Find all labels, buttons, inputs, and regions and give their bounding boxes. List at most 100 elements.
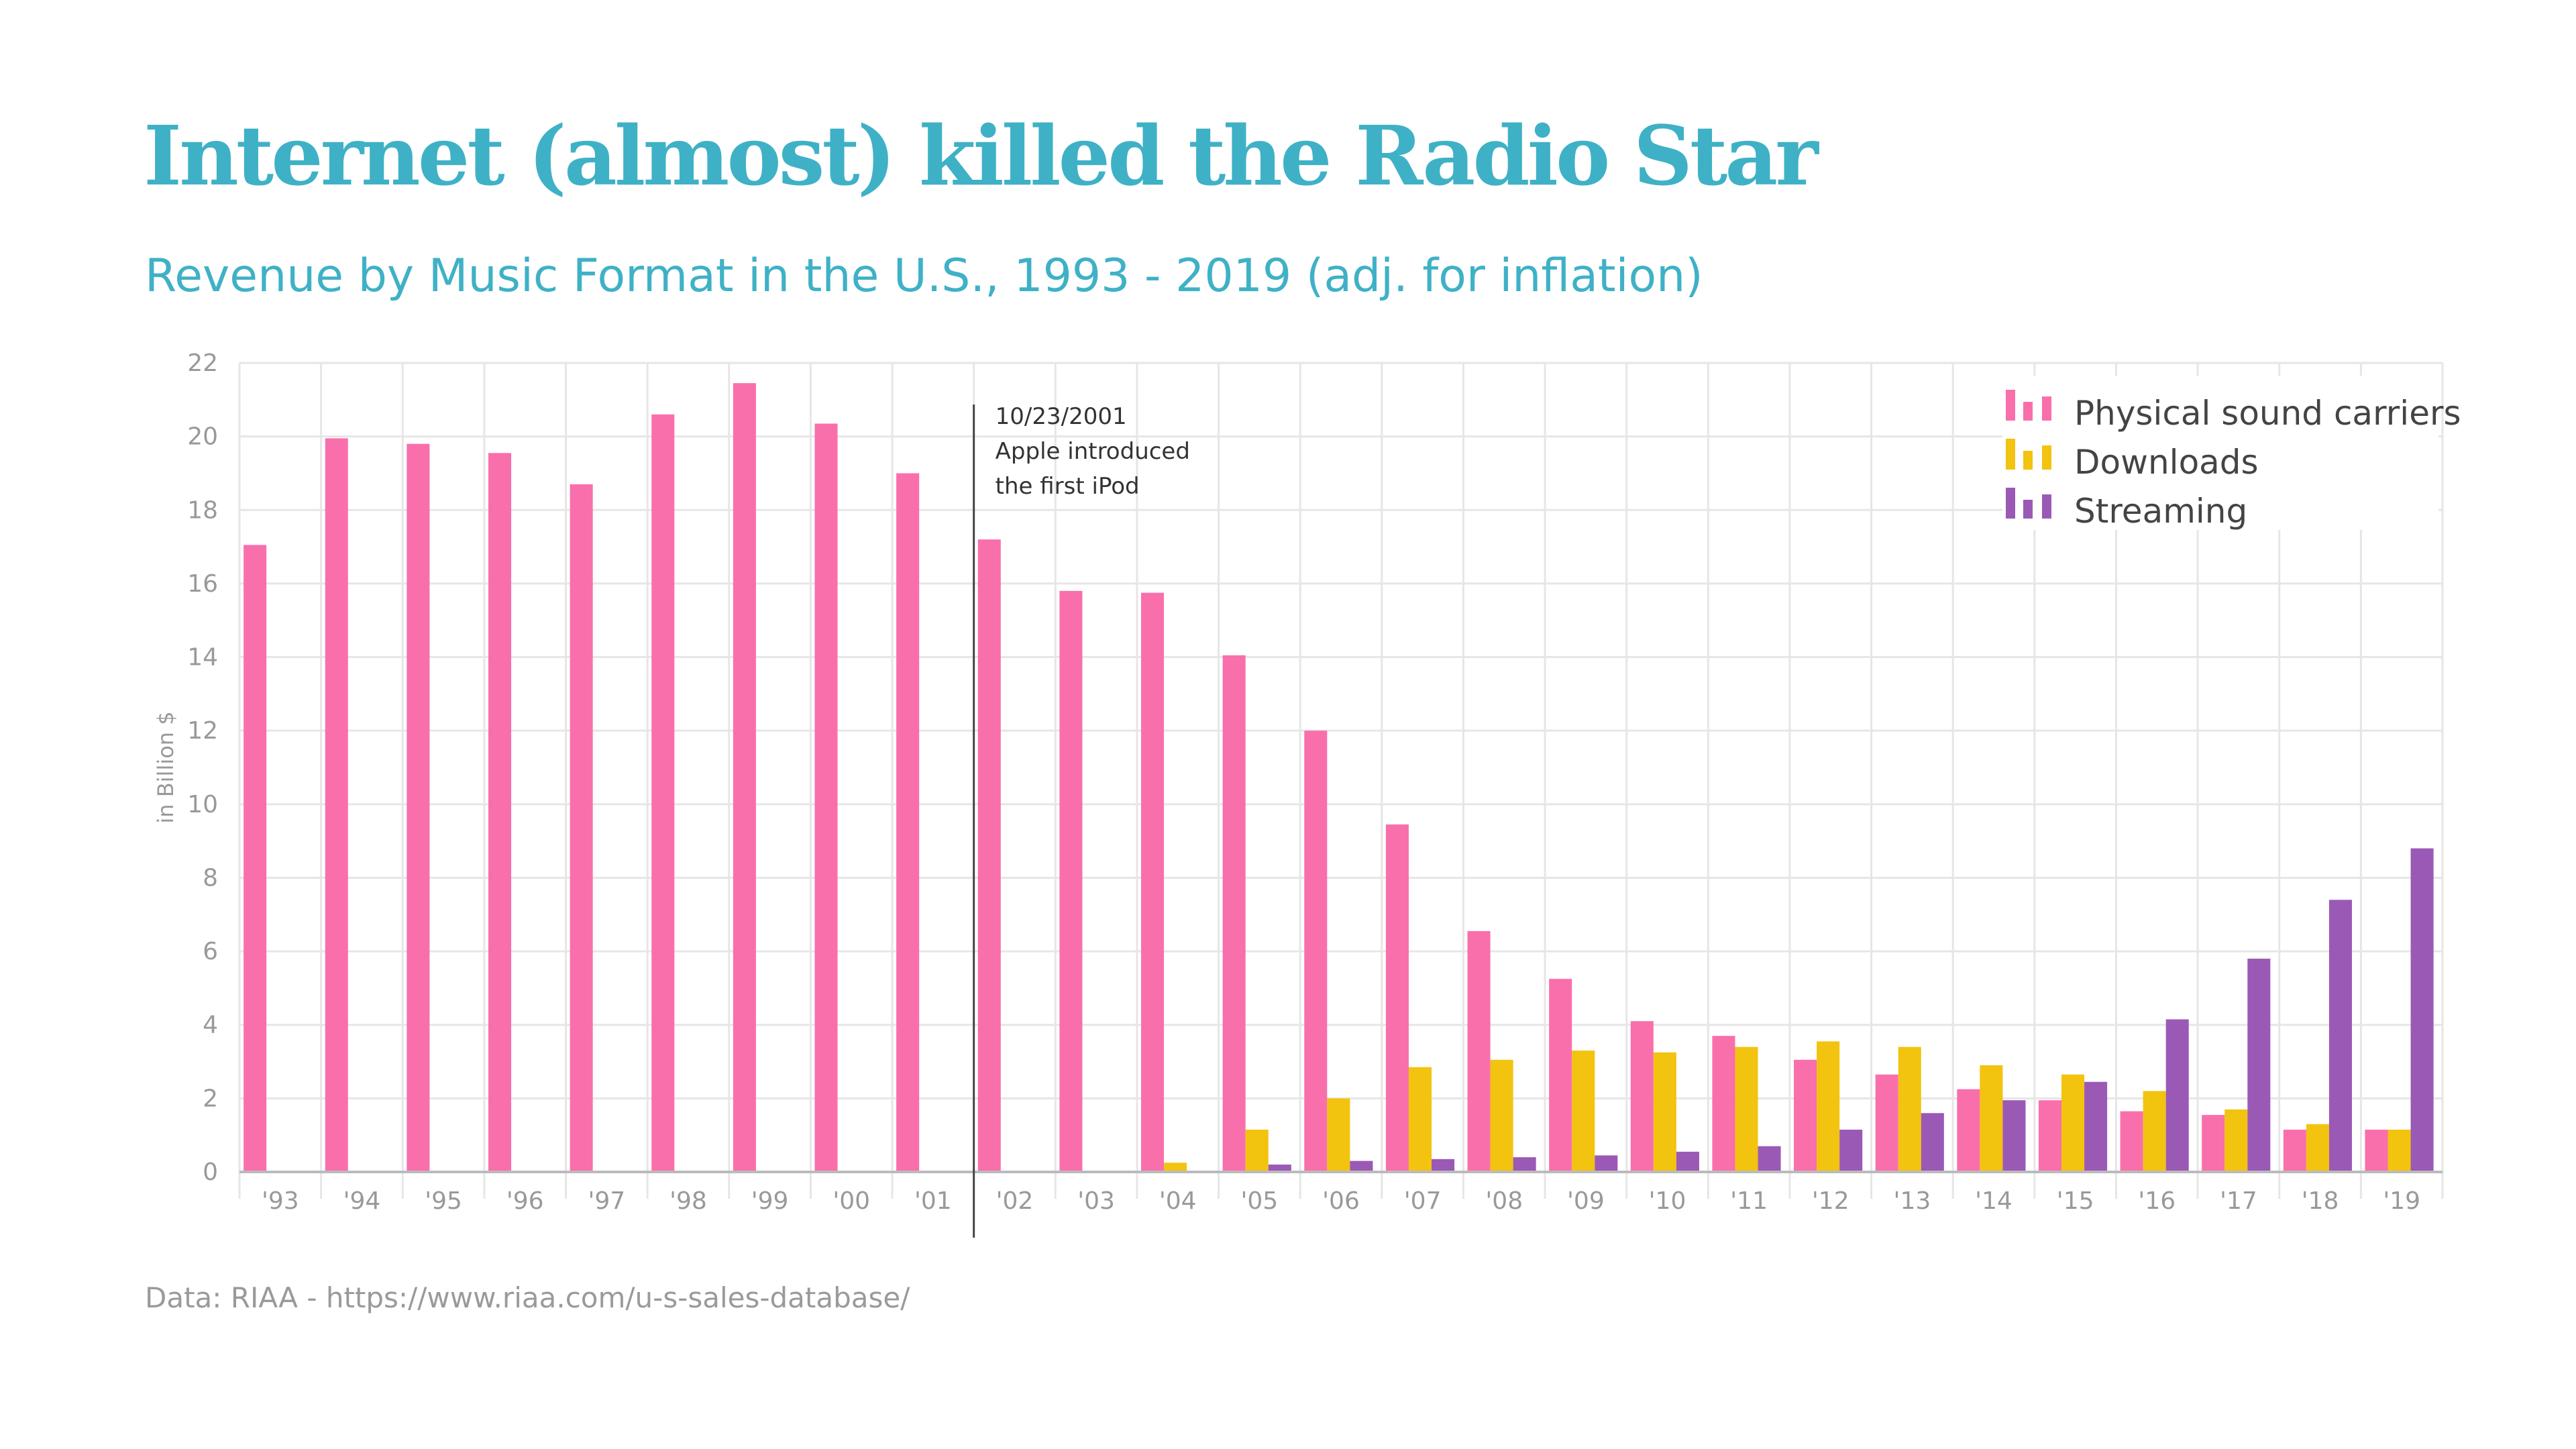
bar-downloads — [2224, 1109, 2248, 1172]
data-source-note: Data: RIAA - https://www.riaa.com/u-s-sa… — [145, 1281, 910, 1314]
y-tick-label: 16 — [187, 570, 218, 598]
bar-downloads — [1408, 1067, 1432, 1172]
x-tick-label: '11 — [1730, 1187, 1768, 1215]
bar-streaming — [2165, 1019, 2189, 1172]
x-tick-label: '05 — [1241, 1187, 1279, 1215]
y-tick-label: 4 — [203, 1012, 218, 1039]
legend-swatch-icon — [2006, 439, 2051, 470]
annotation-text: 10/23/2001 — [996, 403, 1127, 430]
bar-physical-sound-carriers — [2038, 1100, 2061, 1172]
bar-streaming — [2002, 1100, 2026, 1172]
legend-swatch-bar — [2006, 439, 2015, 470]
bar-physical-sound-carriers — [570, 484, 593, 1172]
bar-physical-sound-carriers — [2202, 1115, 2225, 1172]
x-tick-label: '14 — [1975, 1187, 2012, 1215]
bar-downloads — [1245, 1129, 1269, 1172]
x-tick-label: '98 — [669, 1187, 707, 1215]
bar-physical-sound-carriers — [1630, 1021, 1654, 1172]
legend-swatch-bar — [2006, 488, 2015, 519]
bar-physical-sound-carriers — [2283, 1129, 2306, 1172]
x-tick-label: '94 — [343, 1187, 381, 1215]
x-tick-label: '10 — [1649, 1187, 1686, 1215]
x-tick-label: '93 — [262, 1187, 299, 1215]
annotation-text: Apple introduced — [996, 438, 1190, 465]
x-tick-label: '01 — [914, 1187, 952, 1215]
x-tick-label: '03 — [1077, 1187, 1115, 1215]
bar-physical-sound-carriers — [1222, 655, 1246, 1172]
bar-streaming — [1595, 1155, 1618, 1172]
legend-swatch-bar — [2023, 402, 2033, 421]
legend-swatch-bar — [2042, 396, 2051, 421]
x-tick-label: '07 — [1404, 1187, 1442, 1215]
x-tick-label: '06 — [1322, 1187, 1360, 1215]
bar-streaming — [2328, 900, 2352, 1172]
x-tick-label: '13 — [1894, 1187, 1931, 1215]
y-tick-label: 8 — [203, 864, 218, 892]
bar-physical-sound-carriers — [977, 539, 1001, 1172]
bar-physical-sound-carriers — [1385, 824, 1409, 1172]
x-tick-label: '18 — [2302, 1187, 2339, 1215]
bar-physical-sound-carriers — [896, 473, 920, 1172]
bar-physical-sound-carriers — [651, 414, 675, 1172]
bar-physical-sound-carriers — [407, 443, 430, 1172]
x-tick-label: '16 — [2138, 1187, 2176, 1215]
bar-physical-sound-carriers — [1549, 979, 1572, 1172]
x-tick-label: '97 — [588, 1187, 625, 1215]
bar-streaming — [1350, 1161, 1373, 1172]
bar-streaming — [2084, 1081, 2108, 1172]
x-tick-label: '15 — [2057, 1187, 2094, 1215]
bar-streaming — [1432, 1159, 1455, 1172]
y-tick-label: 18 — [187, 496, 218, 524]
y-tick-label: 14 — [187, 644, 218, 672]
chart-title: Internet (almost) killed the Radio Star — [144, 107, 1819, 204]
bar-physical-sound-carriers — [244, 545, 267, 1172]
chart-subtitle: Revenue by Music Format in the U.S., 199… — [145, 250, 1703, 303]
bar-streaming — [1758, 1146, 1781, 1172]
x-tick-label: '12 — [1812, 1187, 1849, 1215]
y-tick-label: 10 — [187, 791, 218, 818]
legend-swatch-bar — [2006, 390, 2015, 421]
x-tick-label: '19 — [2383, 1187, 2420, 1215]
bar-downloads — [1164, 1163, 1187, 1172]
bar-downloads — [2306, 1124, 2329, 1172]
bar-physical-sound-carriers — [2365, 1129, 2388, 1172]
x-tick-label: '02 — [996, 1187, 1034, 1215]
bar-streaming — [1839, 1129, 1863, 1172]
bar-streaming — [1676, 1151, 1699, 1172]
bar-physical-sound-carriers — [814, 423, 838, 1173]
legend-swatch-bar — [2023, 500, 2033, 519]
bar-streaming — [1513, 1157, 1536, 1172]
legend-background — [2002, 376, 2438, 530]
bar-physical-sound-carriers — [1794, 1059, 1817, 1172]
bar-downloads — [1735, 1046, 1758, 1172]
bar-downloads — [1327, 1098, 1350, 1172]
y-tick-label: 6 — [203, 938, 218, 965]
bar-downloads — [1490, 1059, 1513, 1172]
legend-swatch-bar — [2042, 494, 2051, 519]
bar-downloads — [1980, 1065, 2003, 1172]
bar-physical-sound-carriers — [1059, 590, 1083, 1172]
y-tick-label: 20 — [187, 423, 218, 451]
y-tick-label: 0 — [203, 1159, 218, 1186]
legend-swatch-bar — [2023, 451, 2033, 470]
x-tick-label: '99 — [751, 1187, 789, 1215]
bar-streaming — [2410, 848, 2434, 1172]
legend-label: Streaming — [2074, 492, 2247, 531]
bar-streaming — [1268, 1165, 1291, 1172]
legend-label: Physical sound carriers — [2074, 394, 2461, 433]
annotation-text: the first iPod — [996, 473, 1140, 500]
bar-physical-sound-carriers — [488, 453, 512, 1172]
bar-downloads — [1572, 1051, 1595, 1172]
bar-physical-sound-carriers — [1141, 592, 1165, 1172]
bar-physical-sound-carriers — [733, 383, 756, 1172]
bar-physical-sound-carriers — [325, 438, 348, 1173]
bar-physical-sound-carriers — [1712, 1036, 1735, 1172]
x-tick-label: '09 — [1567, 1187, 1605, 1215]
bar-physical-sound-carriers — [1957, 1089, 1980, 1172]
y-tick-label: 12 — [187, 717, 218, 745]
y-tick-label: 2 — [203, 1085, 218, 1112]
y-tick-label: 22 — [187, 350, 218, 377]
bar-physical-sound-carriers — [1304, 731, 1328, 1172]
legend-swatch-icon — [2006, 390, 2051, 421]
